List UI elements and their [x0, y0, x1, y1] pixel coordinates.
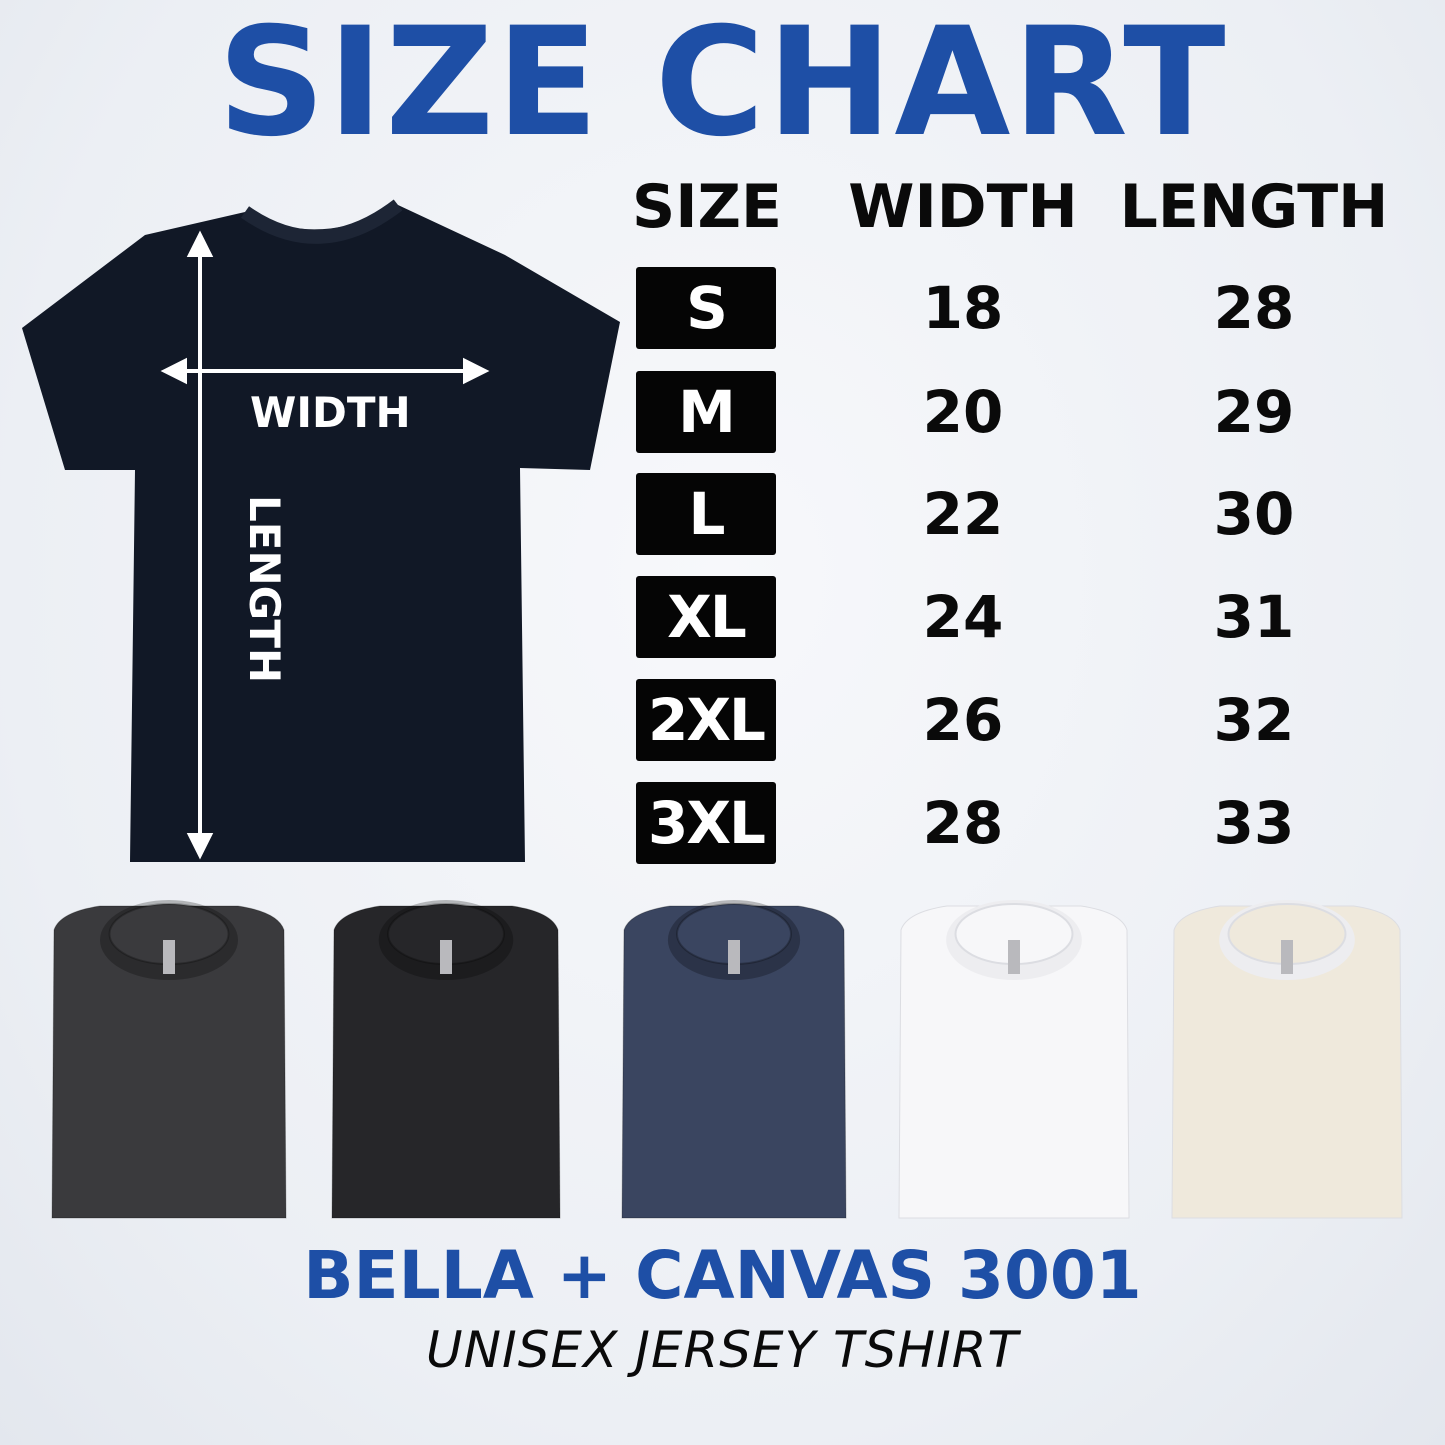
width-value: 18 — [922, 274, 1004, 342]
brand-name: BELLA + CANVAS 3001 — [303, 1237, 1142, 1314]
length-arrow — [186, 230, 214, 860]
folded-shirt — [1171, 900, 1403, 1219]
subtitle: UNISEX JERSEY TSHIRT — [426, 1321, 1019, 1379]
neck-tag — [440, 940, 452, 974]
folded-shirt — [621, 900, 847, 1219]
width-value: 20 — [922, 378, 1004, 446]
width-value: 26 — [922, 686, 1004, 754]
folded-shirt — [898, 900, 1130, 1219]
header-length: LENGTH — [1119, 172, 1389, 242]
length-value: 29 — [1213, 378, 1295, 446]
size-badge: 2XL — [636, 679, 776, 761]
length-value: 33 — [1213, 789, 1295, 857]
neck-tag — [728, 940, 740, 974]
folded-shirt — [331, 900, 561, 1219]
neck-tag — [1008, 940, 1020, 974]
header-width: WIDTH — [848, 172, 1078, 242]
size-badge: S — [636, 267, 776, 349]
width-label: WIDTH — [250, 388, 411, 437]
folded-shirt — [51, 900, 287, 1219]
size-badge: L — [636, 473, 776, 555]
width-value: 22 — [922, 480, 1004, 548]
width-value: 24 — [922, 583, 1004, 651]
size-badge: 3XL — [636, 782, 776, 864]
tshirt-diagram — [22, 199, 620, 862]
neck-tag — [163, 940, 175, 974]
length-value: 31 — [1213, 583, 1295, 651]
length-value: 28 — [1213, 274, 1295, 342]
length-label: LENGTH — [240, 495, 289, 684]
neck-tag — [1281, 940, 1293, 974]
width-arrow — [160, 357, 490, 385]
length-value: 32 — [1213, 686, 1295, 754]
header-size: SIZE — [631, 172, 783, 242]
width-value: 28 — [922, 789, 1004, 857]
length-value: 30 — [1213, 480, 1295, 548]
collar — [240, 199, 403, 244]
size-badge: M — [636, 371, 776, 453]
page-title: SIZE CHART — [217, 0, 1228, 170]
size-badge: XL — [636, 576, 776, 658]
tshirt-shape — [22, 205, 620, 862]
